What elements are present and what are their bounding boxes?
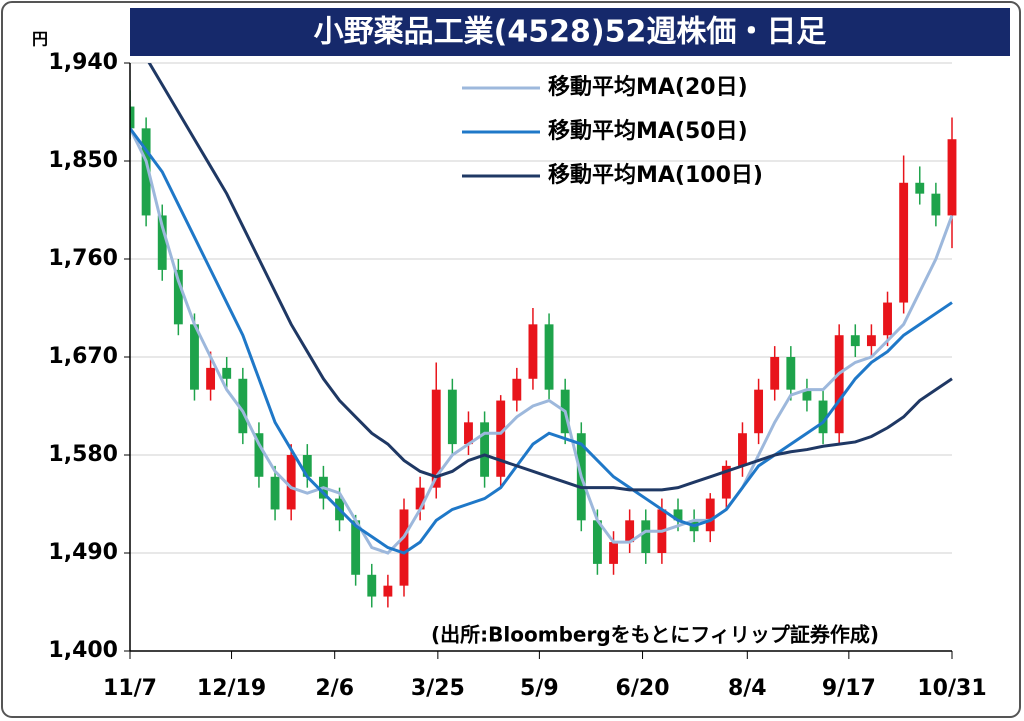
candle-body bbox=[367, 574, 377, 597]
candle-body bbox=[302, 455, 312, 477]
candle-body bbox=[222, 367, 232, 379]
x-tick-label: 9/17 bbox=[822, 676, 876, 701]
candle-body bbox=[512, 378, 522, 401]
y-tick-label: 1,850 bbox=[48, 148, 118, 173]
candle-body bbox=[899, 182, 909, 303]
candle-body bbox=[173, 269, 183, 325]
y-unit: 円 bbox=[32, 30, 48, 49]
candle-body bbox=[141, 128, 151, 216]
source-note: (出所:Bloombergをもとにフィリップ証券作成) bbox=[431, 623, 879, 647]
y-tick-label: 1,490 bbox=[48, 540, 118, 565]
y-tick-label: 1,580 bbox=[48, 442, 118, 467]
candle-body bbox=[705, 498, 715, 532]
candle-body bbox=[130, 106, 135, 129]
candle-body bbox=[480, 422, 490, 477]
x-tick-label: 5/9 bbox=[520, 676, 559, 701]
candle-body bbox=[286, 455, 296, 510]
candle-body bbox=[802, 389, 812, 401]
candle-body bbox=[238, 378, 248, 434]
candle-body bbox=[399, 509, 409, 586]
y-tick-label: 1,940 bbox=[48, 50, 118, 75]
candle-body bbox=[496, 400, 506, 477]
ma-line bbox=[130, 127, 954, 555]
legend-label: 移動平均MA(20日) bbox=[548, 74, 748, 100]
x-tick-label: 8/4 bbox=[728, 676, 767, 701]
candle-body bbox=[592, 520, 602, 564]
candle-body bbox=[544, 324, 554, 390]
x-tick-label: 11/7 bbox=[103, 676, 157, 701]
candle-body bbox=[447, 389, 457, 445]
candle-body bbox=[883, 302, 892, 336]
x-tick-label: 12/19 bbox=[197, 676, 266, 701]
y-tick-label: 1,400 bbox=[48, 638, 118, 663]
candle-body bbox=[866, 335, 876, 347]
candle-body bbox=[351, 520, 361, 575]
candle-body bbox=[206, 367, 216, 390]
ma-line bbox=[130, 127, 953, 555]
candle-body bbox=[609, 542, 618, 564]
candle-body bbox=[157, 215, 167, 270]
candle-body bbox=[770, 357, 780, 390]
candle-body bbox=[818, 400, 828, 434]
candle-body bbox=[431, 389, 441, 488]
candle-body bbox=[738, 433, 747, 466]
candle-body bbox=[464, 422, 473, 445]
candle-body bbox=[254, 433, 264, 477]
x-tick-label: 10/31 bbox=[917, 676, 986, 701]
candle-body bbox=[931, 193, 941, 216]
legend-label: 移動平均MA(50日) bbox=[548, 118, 748, 144]
candle-body bbox=[850, 335, 860, 347]
candle-body bbox=[947, 139, 957, 216]
candle-body bbox=[721, 465, 731, 499]
candle-body bbox=[786, 357, 796, 390]
candle-body bbox=[415, 487, 425, 510]
y-tick-label: 1,670 bbox=[48, 344, 118, 369]
candle-body bbox=[528, 324, 538, 379]
candle-body bbox=[754, 389, 764, 434]
x-tick-label: 2/6 bbox=[315, 676, 354, 701]
candle-body bbox=[834, 335, 844, 434]
title-banner bbox=[130, 8, 1010, 56]
candle-body bbox=[190, 324, 199, 390]
candle-body bbox=[383, 585, 393, 597]
candle-body bbox=[673, 509, 683, 521]
x-tick-label: 6/20 bbox=[616, 676, 670, 701]
candle-body bbox=[270, 476, 280, 510]
candle-body bbox=[625, 520, 635, 543]
candle-body bbox=[915, 182, 925, 194]
x-tick-label: 3/25 bbox=[411, 676, 465, 701]
legend-label: 移動平均MA(100日) bbox=[548, 162, 763, 188]
candle-body bbox=[641, 520, 651, 553]
ma-line bbox=[147, 63, 953, 492]
y-tick-label: 1,760 bbox=[48, 246, 118, 271]
chart-title: 小野薬品工業(4528)52週株価・日足 bbox=[314, 15, 827, 50]
